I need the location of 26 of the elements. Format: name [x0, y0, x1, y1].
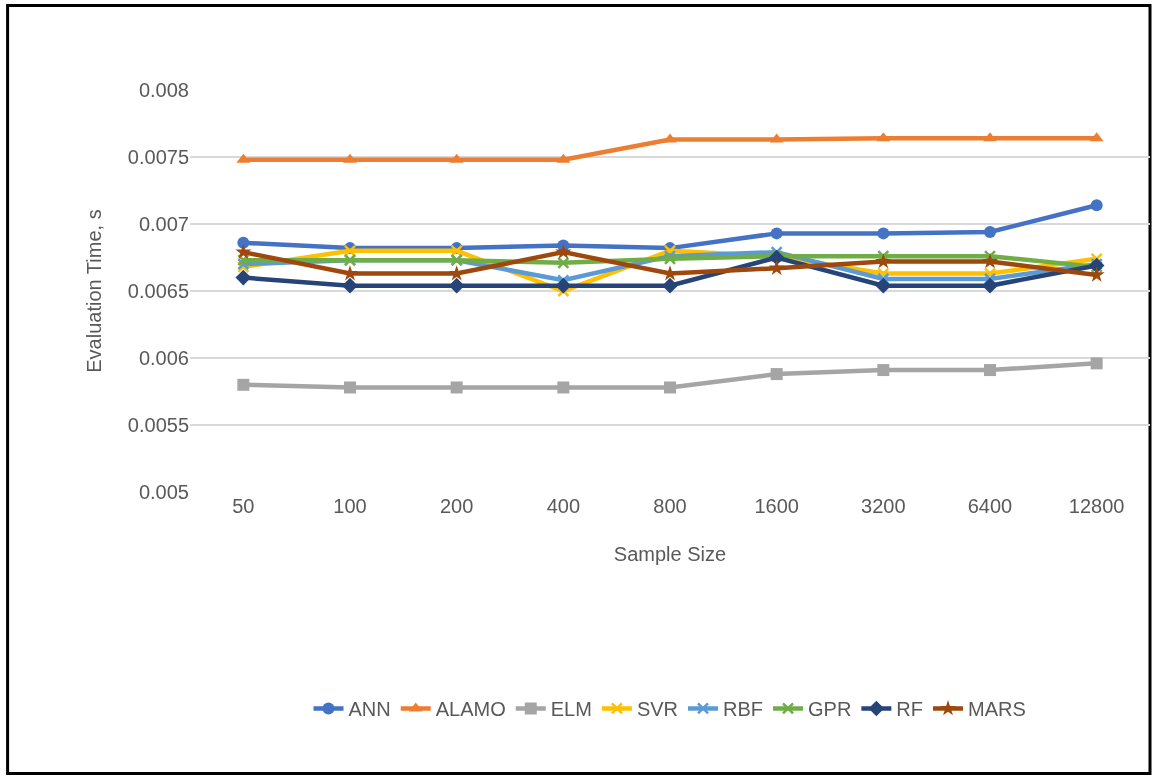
x-tick-label: 800: [653, 495, 687, 517]
y-tick-label: 0.005: [138, 481, 189, 503]
y-axis-title: Evaluation Time, s: [83, 209, 106, 373]
legend-label: ANN: [348, 698, 391, 721]
legend-label: GPR: [808, 698, 852, 721]
x-tick-label: 1600: [754, 495, 799, 517]
legend-label: RBF: [723, 698, 764, 721]
legend-label: SVR: [636, 698, 679, 721]
y-tick-label: 0.006: [138, 347, 189, 369]
x-tick-label: 200: [439, 495, 474, 517]
x-tick-label: 400: [546, 495, 581, 517]
x-tick-label: 12800: [1068, 495, 1125, 517]
y-tick-label: 0.0055: [127, 414, 189, 436]
y-tick-label: 0.0075: [127, 146, 189, 168]
y-tick-label: 0.007: [138, 213, 189, 235]
y-tick-label: 0.0065: [127, 280, 189, 302]
x-tick-label: 50: [232, 495, 255, 517]
legend-label: RF: [896, 698, 924, 721]
x-axis-title: Sample Size: [613, 542, 727, 565]
x-tick-label: 6400: [967, 495, 1013, 517]
legend-label: ELM: [550, 698, 592, 721]
legend-label: MARS: [968, 698, 1026, 721]
legend-label: ALAMO: [435, 698, 506, 721]
x-tick-label: 3200: [861, 495, 906, 517]
x-tick-label: 100: [333, 495, 367, 517]
y-tick-label: 0.008: [138, 79, 189, 101]
